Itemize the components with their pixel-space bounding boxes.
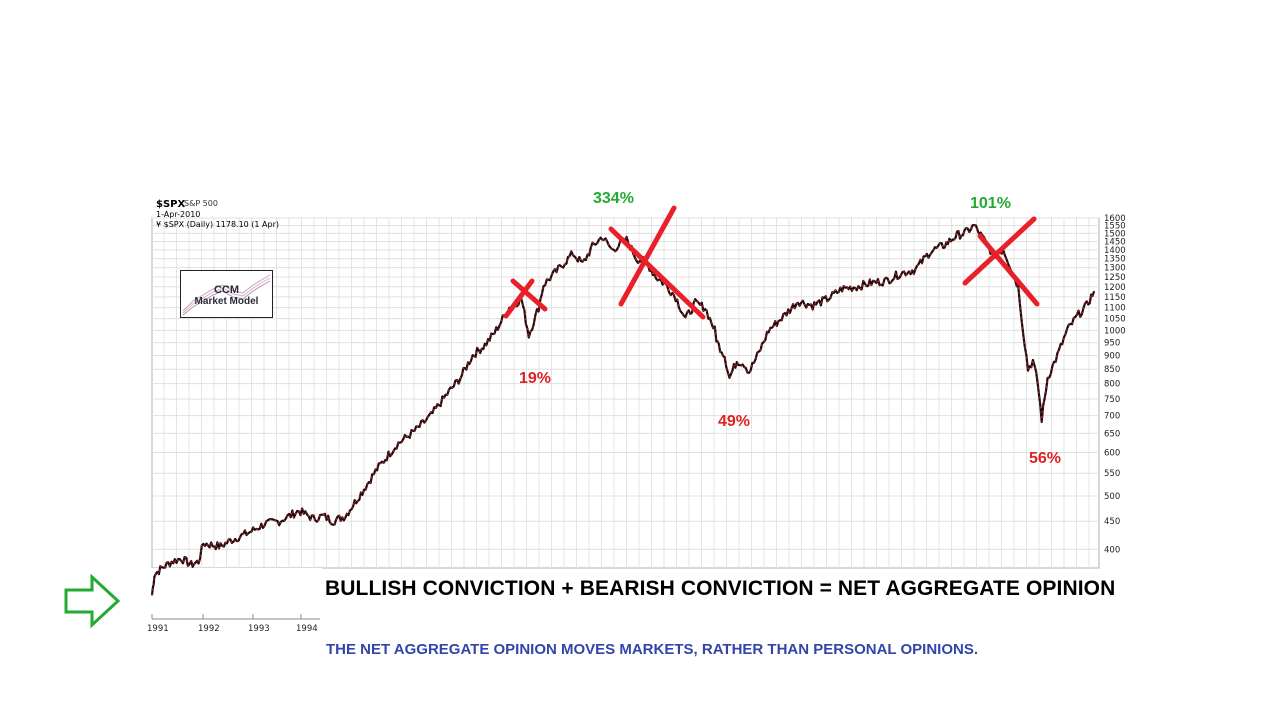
x-tick-label: 1991 xyxy=(147,624,169,634)
subline-statement: THE NET AGGREGATE OPINION MOVES MARKETS,… xyxy=(326,641,978,658)
headline-equation: BULLISH CONVICTION + BEARISH CONVICTION … xyxy=(325,577,1116,600)
y-tick-label: 600 xyxy=(1104,448,1120,458)
y-tick-label: 700 xyxy=(1104,412,1120,422)
x-tick-label: 1993 xyxy=(248,624,270,634)
chart-symbol: $SPX xyxy=(156,199,186,210)
logo-line-2: Market Model xyxy=(194,296,259,307)
y-tick-label: 500 xyxy=(1104,492,1120,502)
chart-date: 1-Apr-2010 xyxy=(156,210,201,219)
right-arrow-icon xyxy=(64,574,121,629)
y-tick-label: 1550 xyxy=(1104,222,1126,232)
y-tick-label: 1450 xyxy=(1104,238,1126,248)
y-tick-label: 1200 xyxy=(1104,283,1126,293)
y-tick-label: 800 xyxy=(1104,380,1120,390)
y-tick-label: 400 xyxy=(1104,545,1120,555)
cross-mark-1 xyxy=(503,278,548,319)
y-axis-tick-labels: 400 450 500 550 600 650 700 750 800 850 900 950 1000… xyxy=(1104,214,1126,555)
chart-name: S&P 500 xyxy=(184,199,218,208)
cross-mark-3 xyxy=(962,216,1040,307)
y-tick-label: 1400 xyxy=(1104,246,1126,256)
drop-label-56: 56% xyxy=(1029,450,1062,467)
y-tick-label: 1000 xyxy=(1104,326,1126,336)
x-tick-label: 1992 xyxy=(198,624,220,634)
y-tick-label: 450 xyxy=(1104,517,1120,527)
gain-label-334: 334% xyxy=(593,190,634,207)
drop-label-19: 19% xyxy=(519,370,552,387)
y-tick-label: 1350 xyxy=(1104,255,1126,265)
y-tick-label: 650 xyxy=(1104,429,1120,439)
logo-wave-graphic xyxy=(182,274,271,316)
x-axis xyxy=(150,568,322,630)
y-tick-label: 1250 xyxy=(1104,273,1126,283)
y-tick-label: 850 xyxy=(1104,365,1120,375)
y-tick-label: 1150 xyxy=(1104,293,1126,303)
y-tick-label: 550 xyxy=(1104,469,1120,479)
x-tick-label: 1994 xyxy=(296,624,318,634)
y-tick-label: 900 xyxy=(1104,352,1120,362)
y-tick-label: 1050 xyxy=(1104,315,1126,325)
logo-text: CCM Market Model xyxy=(181,284,272,308)
y-tick-label: 750 xyxy=(1104,395,1120,405)
cross-mark-2 xyxy=(608,205,706,320)
plot-area xyxy=(151,217,1100,569)
drop-label-49: 49% xyxy=(718,413,751,430)
y-tick-label: 1300 xyxy=(1104,264,1126,274)
y-tick-label: 1500 xyxy=(1104,229,1126,239)
logo-line-1: CCM xyxy=(213,284,240,296)
x-axis-tick-labels: 1991 1992 1993 1994 xyxy=(147,614,318,634)
y-tick-label: 1100 xyxy=(1104,304,1126,314)
ccm-logo: CCM Market Model xyxy=(180,270,273,318)
y-tick-label: 950 xyxy=(1104,339,1120,349)
chart-series-label: ¥ $SPX (Daily) 1178.10 (1 Apr) xyxy=(156,220,280,229)
gain-label-101: 101% xyxy=(970,195,1011,212)
y-tick-label: 1600 xyxy=(1104,214,1126,224)
x-axis-strip xyxy=(150,568,322,630)
